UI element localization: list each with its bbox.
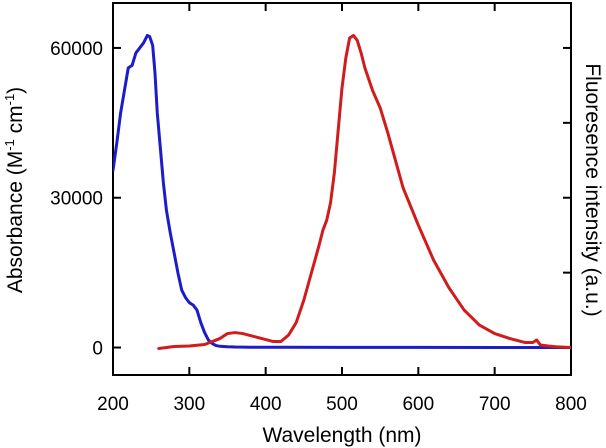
plot-frame bbox=[112, 2, 572, 376]
x-tick-label-600: 600 bbox=[402, 394, 434, 415]
y-tick-label-30000: 30000 bbox=[50, 189, 103, 210]
x-tick-label-800: 800 bbox=[555, 394, 587, 415]
tick-labels: 200 300 400 500 600 700 800 0 30000 60000 bbox=[50, 39, 587, 415]
absorbance-line bbox=[113, 33, 571, 349]
x-axis-title: Wavelength (nm) bbox=[262, 424, 421, 447]
x-tick-label-700: 700 bbox=[479, 394, 511, 415]
y-tick-label-60000: 60000 bbox=[50, 39, 103, 60]
tick-marks bbox=[112, 3, 572, 375]
x-tick-label-500: 500 bbox=[326, 394, 358, 415]
x-tick-label-300: 300 bbox=[173, 394, 205, 415]
x-tick-label-200: 200 bbox=[97, 394, 129, 415]
series-lines bbox=[113, 33, 571, 351]
y-tick-label-0: 0 bbox=[92, 339, 103, 360]
x-tick-label-400: 400 bbox=[250, 394, 282, 415]
y-axis-title-right: Fluoresence intensity (a.u.) bbox=[581, 63, 604, 316]
fluorescence-line bbox=[157, 33, 571, 351]
y-axis-title-left: Absorbance (M-1 cm-1) bbox=[2, 87, 27, 293]
